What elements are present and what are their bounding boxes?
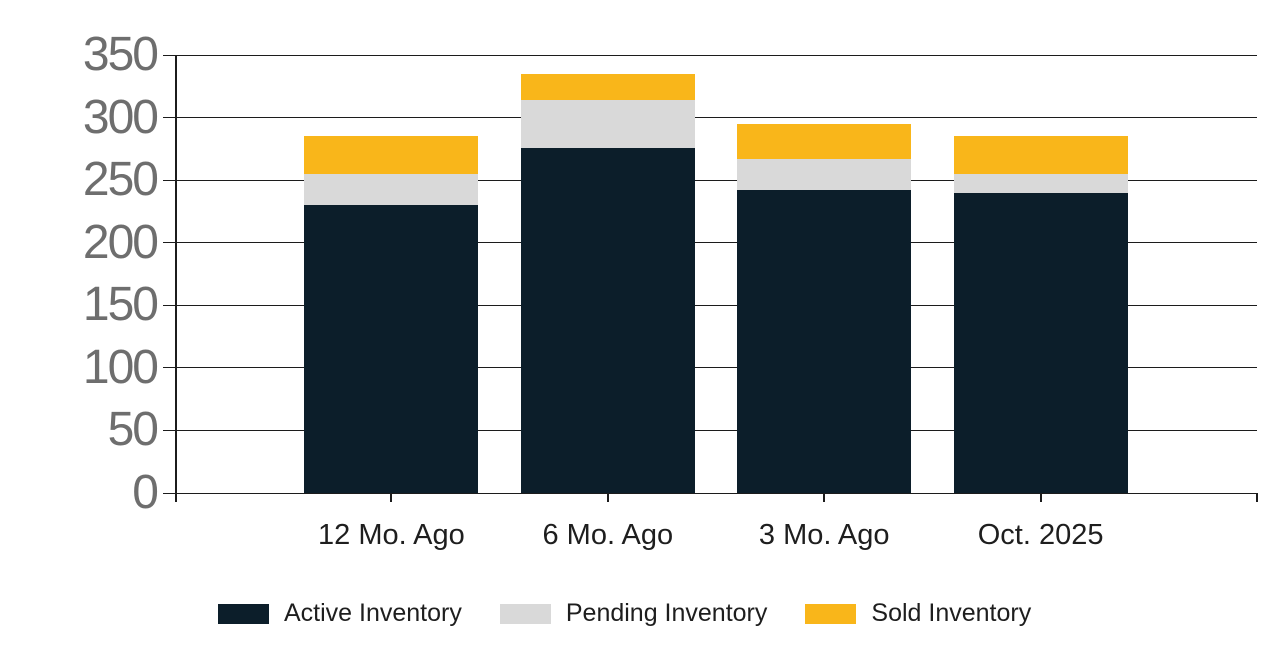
legend-swatch — [805, 603, 857, 624]
plot-area — [163, 54, 1258, 502]
bar-segment-sold-inventory — [953, 136, 1128, 174]
y-tick-label: 350 — [82, 28, 159, 81]
x-axis-end-tick — [1256, 493, 1258, 502]
y-axis-line — [175, 55, 177, 502]
y-tick-label: 150 — [82, 278, 159, 332]
legend-label: Sold Inventory — [871, 599, 1032, 627]
gridline — [163, 242, 1257, 244]
bar-segment-sold-inventory — [737, 123, 912, 159]
gridline — [163, 54, 1257, 56]
legend: Active Inventory Pending Inventory Sold In… — [218, 599, 1031, 628]
y-tick-label: 100 — [82, 340, 159, 394]
gridline — [163, 117, 1257, 119]
x-axis-tick — [606, 493, 609, 502]
gridline — [163, 304, 1257, 306]
legend-swatch — [218, 603, 269, 624]
category-label: 6 Mo. Ago — [542, 519, 674, 551]
bar-segment-active-inventory — [953, 192, 1128, 493]
gridline — [163, 179, 1257, 181]
x-axis-tick — [1039, 493, 1042, 502]
y-tick-label: 0 — [132, 466, 159, 519]
legend-item: Pending Inventory — [499, 599, 768, 628]
bar-segment-pending-inventory — [737, 158, 912, 191]
bar-segment-pending-inventory — [953, 173, 1128, 193]
y-tick-label: 300 — [82, 90, 159, 144]
category-label: 12 Mo. Ago — [318, 519, 465, 551]
y-tick-label: 200 — [82, 215, 159, 269]
bar-segment-active-inventory — [737, 190, 912, 493]
gridline — [163, 429, 1257, 431]
legend-label: Pending Inventory — [565, 599, 768, 627]
x-axis-tick — [390, 493, 393, 502]
legend-item: Sold Inventory — [805, 599, 1031, 628]
bar-segment-sold-inventory — [520, 73, 695, 101]
bar-segment-sold-inventory — [304, 136, 479, 174]
y-tick-label: 250 — [82, 153, 159, 207]
bar-segment-pending-inventory — [304, 173, 479, 206]
x-axis-tick — [823, 493, 826, 502]
bar-segment-pending-inventory — [520, 100, 695, 148]
gridline — [163, 492, 1257, 494]
bar-segment-active-inventory — [520, 147, 695, 493]
y-tick-label: 50 — [107, 403, 159, 457]
bar-segment-active-inventory — [304, 205, 479, 493]
legend-swatch — [499, 603, 551, 624]
legend-label: Active Inventory — [284, 599, 462, 627]
gridline — [163, 367, 1257, 369]
category-label: 3 Mo. Ago — [758, 519, 890, 551]
legend-item: Active Inventory — [218, 599, 462, 628]
category-label: Oct. 2025 — [977, 519, 1104, 551]
